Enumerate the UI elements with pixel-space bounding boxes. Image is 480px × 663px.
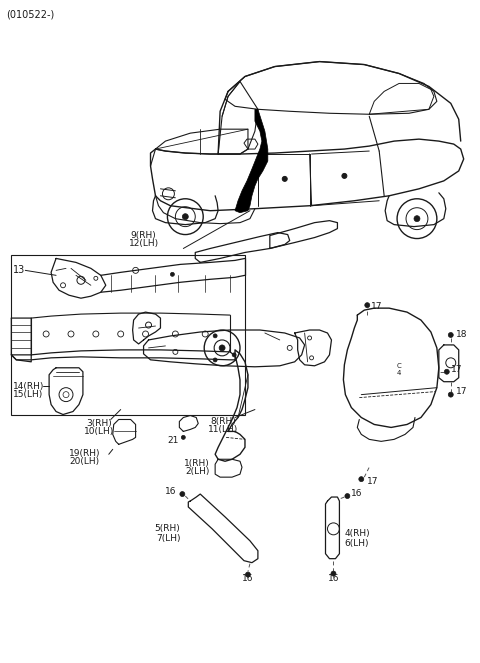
Text: (010522-): (010522-)	[6, 10, 55, 20]
Text: 16: 16	[166, 487, 177, 495]
Circle shape	[359, 477, 364, 481]
Text: 16: 16	[242, 574, 253, 583]
Circle shape	[181, 436, 185, 440]
Text: 17: 17	[367, 477, 379, 486]
Circle shape	[345, 493, 350, 499]
Text: 17: 17	[456, 387, 467, 396]
Text: 20(LH): 20(LH)	[69, 457, 99, 466]
Circle shape	[245, 572, 251, 577]
Text: 14(RH): 14(RH)	[13, 382, 45, 391]
Circle shape	[342, 174, 347, 178]
Circle shape	[331, 571, 336, 576]
Circle shape	[170, 272, 174, 276]
Text: 4(RH): 4(RH)	[344, 529, 370, 538]
Text: 16: 16	[327, 574, 339, 583]
Circle shape	[180, 491, 185, 497]
Text: 21: 21	[167, 436, 179, 446]
Text: 12(LH): 12(LH)	[129, 239, 158, 247]
Text: C
4: C 4	[396, 363, 401, 377]
Text: 9(RH): 9(RH)	[131, 231, 156, 239]
Circle shape	[414, 215, 420, 221]
Text: 17: 17	[451, 365, 462, 375]
Circle shape	[448, 332, 453, 337]
Text: 16: 16	[351, 489, 363, 497]
Text: 19(RH): 19(RH)	[69, 450, 100, 458]
Bar	[12, 255, 245, 414]
Circle shape	[232, 353, 236, 357]
Circle shape	[182, 213, 188, 219]
Circle shape	[282, 176, 287, 182]
Polygon shape	[235, 109, 268, 213]
Text: 18: 18	[456, 330, 467, 339]
Text: 3(RH): 3(RH)	[86, 420, 112, 428]
Text: 15(LH): 15(LH)	[13, 390, 44, 398]
Circle shape	[219, 345, 225, 351]
Text: 2(LH): 2(LH)	[186, 467, 210, 476]
Circle shape	[448, 392, 453, 397]
Text: 8(RH): 8(RH)	[210, 418, 236, 426]
Text: 5(RH): 5(RH)	[155, 524, 180, 533]
Circle shape	[365, 303, 370, 308]
Text: 7(LH): 7(LH)	[156, 534, 180, 543]
Text: 10(LH): 10(LH)	[84, 428, 114, 436]
Text: 13: 13	[13, 265, 25, 275]
Text: 11(LH): 11(LH)	[208, 426, 238, 434]
Circle shape	[444, 369, 449, 374]
Text: 17: 17	[371, 302, 383, 311]
Circle shape	[213, 334, 217, 338]
Text: 6(LH): 6(LH)	[344, 539, 369, 548]
Circle shape	[213, 358, 217, 362]
Text: 1(RH): 1(RH)	[184, 459, 210, 468]
